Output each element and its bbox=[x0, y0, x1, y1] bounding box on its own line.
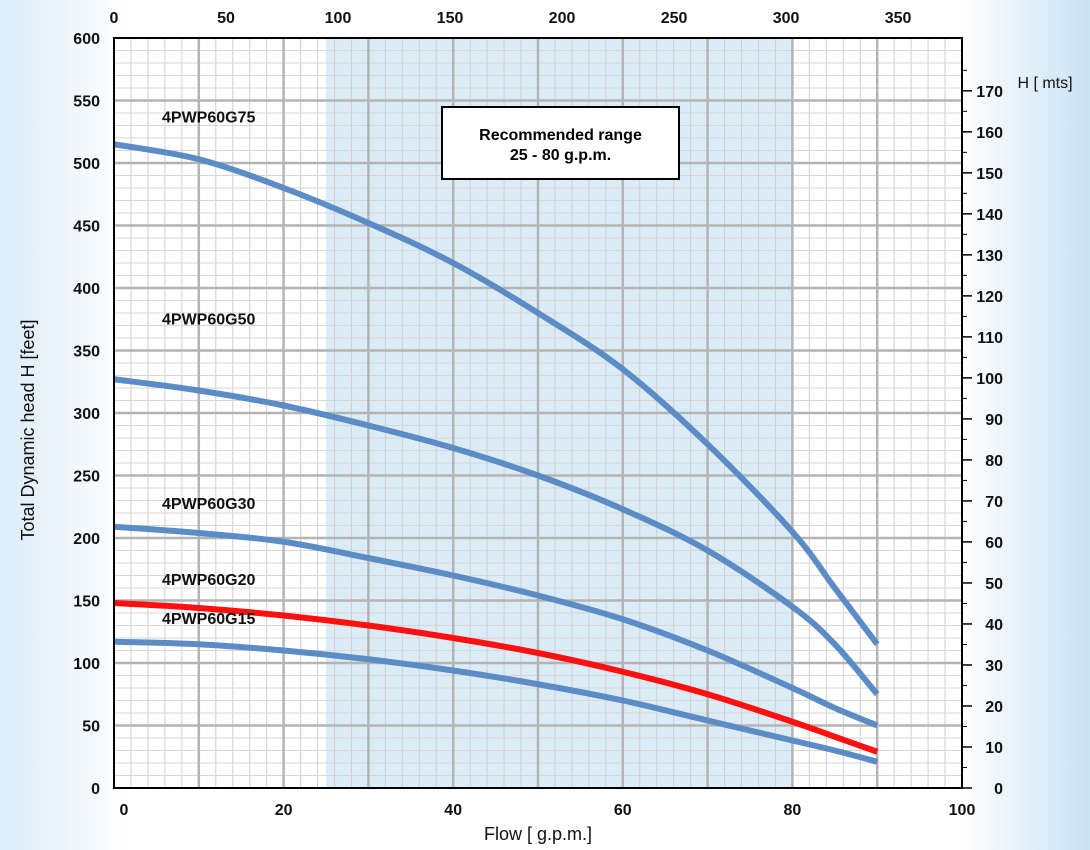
y-tick-label: 500 bbox=[73, 156, 100, 173]
y-axis-label: Total Dynamic head H [feet] bbox=[18, 319, 38, 540]
x-tick-label: 80 bbox=[784, 802, 802, 819]
grid-major bbox=[114, 38, 962, 788]
right-tick-label: 170 bbox=[976, 84, 1003, 101]
top-tick-label: 50 bbox=[217, 10, 235, 27]
series-label: 4PWP60G75 bbox=[162, 109, 255, 126]
y-tick-label: 550 bbox=[73, 94, 100, 111]
right-tick-label: 130 bbox=[976, 248, 1003, 265]
series-label: 4PWP60G30 bbox=[162, 496, 255, 513]
recommended-range-box: Recommended range 25 - 80 g.p.m. bbox=[441, 106, 680, 180]
right-tick-label: 60 bbox=[985, 535, 1003, 552]
top-tick-label: 250 bbox=[661, 10, 688, 27]
top-tick-label: 350 bbox=[885, 10, 912, 27]
y2-axis-label: H [ mts] bbox=[1017, 75, 1072, 92]
x-axis-label: Flow [ g.p.m.] bbox=[484, 824, 592, 844]
series-line bbox=[113, 600, 879, 755]
y-tick-label: 100 bbox=[73, 656, 100, 673]
top-tick-label: 150 bbox=[437, 10, 464, 27]
x-tick-label: 60 bbox=[614, 802, 632, 819]
right-tick-label: 100 bbox=[976, 371, 1003, 388]
right-tick-label: 120 bbox=[976, 289, 1003, 306]
right-tick-label: 20 bbox=[985, 699, 1003, 716]
series-line bbox=[113, 376, 880, 697]
right-axis: 0 10 20 30 40 50 60 70 80 90 100 110 120 130 140 150 160… bbox=[962, 69, 1003, 798]
y-tick-label: 600 bbox=[73, 31, 100, 48]
right-tick-label: 150 bbox=[976, 166, 1003, 183]
top-tick-label: 0 bbox=[110, 10, 119, 27]
x-tick-label: 40 bbox=[444, 802, 462, 819]
x-tick-label: 20 bbox=[275, 802, 293, 819]
right-tick-label: 30 bbox=[985, 658, 1003, 675]
y-tick-label: 0 bbox=[91, 781, 100, 798]
right-tick-label: 40 bbox=[985, 617, 1003, 634]
right-tick-label: 50 bbox=[985, 576, 1003, 593]
recommended-range-line2: 25 - 80 g.p.m. bbox=[510, 147, 611, 164]
series-line bbox=[113, 523, 879, 729]
series-label: 4PWP60G50 bbox=[162, 311, 255, 328]
top-tick-label: 200 bbox=[549, 10, 576, 27]
plot-frame bbox=[113, 37, 963, 789]
series-layer: 4PWP60G75 4PWP60G50 4PWP60G30 4PWP60G20 4PWP… bbox=[113, 109, 880, 765]
series-line bbox=[113, 141, 880, 647]
y-tick-label: 450 bbox=[73, 219, 100, 236]
y-tick-label: 250 bbox=[73, 469, 100, 486]
right-tick-label: 10 bbox=[985, 740, 1003, 757]
y-tick-label: 200 bbox=[73, 531, 100, 548]
right-tick-label: 140 bbox=[976, 207, 1003, 224]
right-tick-label: 80 bbox=[985, 453, 1003, 470]
right-tick-label: 0 bbox=[994, 781, 1003, 798]
right-tick-label: 90 bbox=[985, 412, 1003, 429]
recommended-range-line1: Recommended range bbox=[479, 127, 642, 144]
right-tick-label: 160 bbox=[976, 125, 1003, 142]
top-tick-label: 100 bbox=[325, 10, 352, 27]
y-tick-label: 300 bbox=[73, 406, 100, 423]
right-tick-label: 70 bbox=[985, 494, 1003, 511]
right-tick-label: 110 bbox=[977, 330, 1003, 347]
x-tick-label: 100 bbox=[949, 802, 976, 819]
y-tick-label: 350 bbox=[73, 344, 100, 361]
top-tick-label: 300 bbox=[773, 10, 800, 27]
series-line bbox=[113, 638, 878, 765]
y-tick-label: 150 bbox=[73, 594, 100, 611]
series-label: 4PWP60G15 bbox=[162, 611, 255, 628]
series-label: 4PWP60G20 bbox=[162, 572, 255, 589]
y-tick-label: 400 bbox=[73, 281, 100, 298]
y-tick-label: 50 bbox=[82, 719, 100, 736]
x-tick-label: 0 bbox=[120, 802, 129, 819]
